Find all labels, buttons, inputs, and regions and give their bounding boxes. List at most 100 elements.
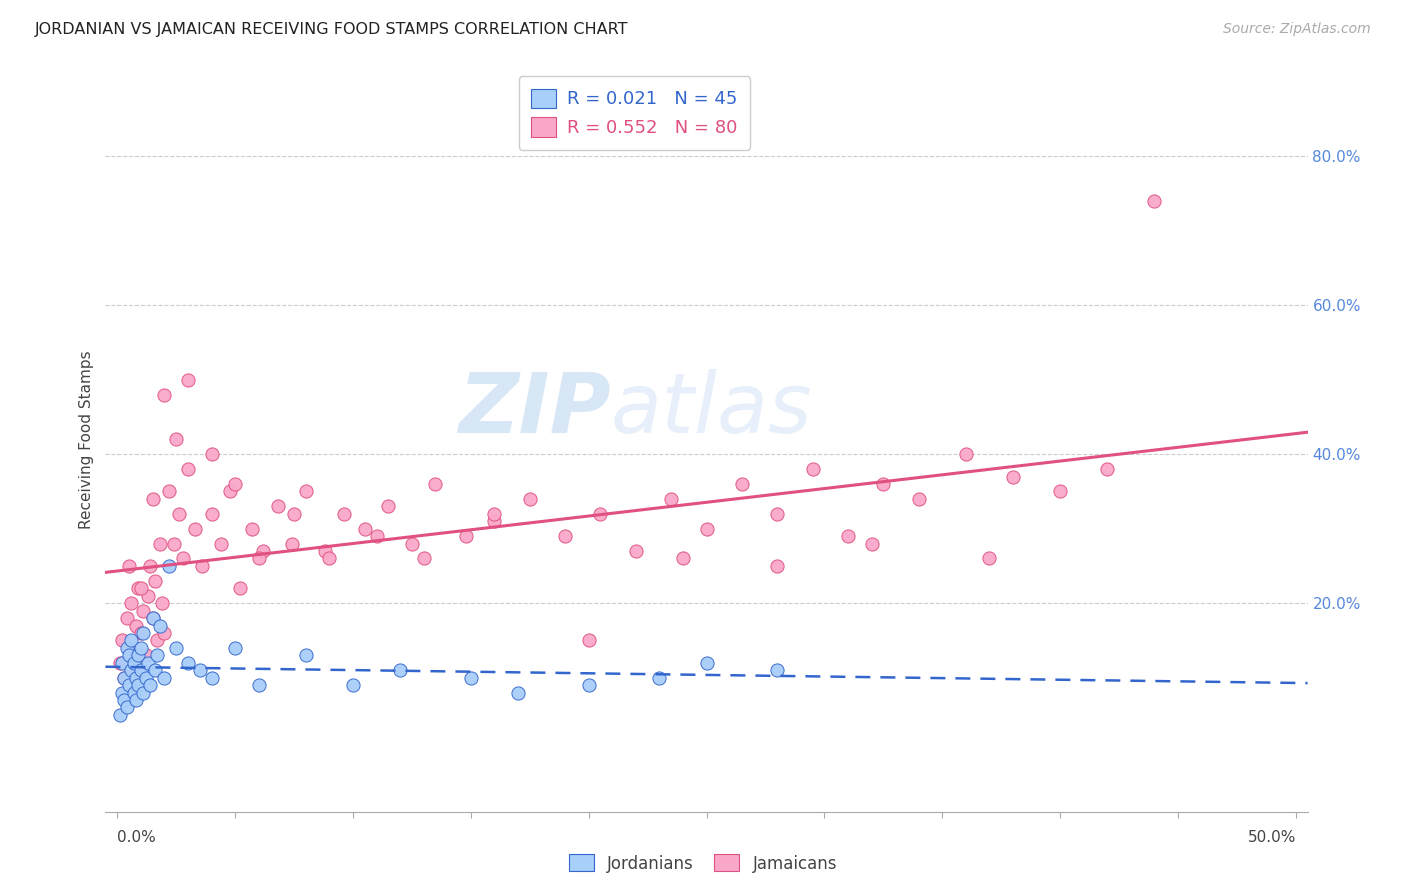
Point <box>165 640 187 655</box>
Point <box>860 536 883 550</box>
Point <box>115 640 138 655</box>
Point <box>122 656 145 670</box>
Point <box>589 507 612 521</box>
Point <box>314 544 336 558</box>
Point <box>219 484 242 499</box>
Point <box>247 551 270 566</box>
Point <box>412 551 434 566</box>
Point <box>153 626 176 640</box>
Point <box>108 707 131 722</box>
Point <box>200 671 222 685</box>
Point <box>177 373 200 387</box>
Point <box>696 522 718 536</box>
Point <box>172 551 194 566</box>
Point <box>163 536 186 550</box>
Point <box>112 693 135 707</box>
Point <box>1001 469 1024 483</box>
Point <box>280 536 302 550</box>
Point <box>506 685 529 699</box>
Point <box>342 678 364 692</box>
Point <box>266 500 288 514</box>
Point <box>578 678 600 692</box>
Point <box>979 551 1001 566</box>
Point <box>111 685 134 699</box>
Text: JORDANIAN VS JAMAICAN RECEIVING FOOD STAMPS CORRELATION CHART: JORDANIAN VS JAMAICAN RECEIVING FOOD STA… <box>35 22 628 37</box>
Point <box>188 663 211 677</box>
Point <box>1049 484 1071 499</box>
Point <box>165 433 187 447</box>
Point <box>139 678 162 692</box>
Point <box>136 656 159 670</box>
Point <box>132 604 155 618</box>
Point <box>149 536 172 550</box>
Point <box>484 507 506 521</box>
Point <box>696 656 718 670</box>
Point <box>135 671 157 685</box>
Text: Source: ZipAtlas.com: Source: ZipAtlas.com <box>1223 22 1371 37</box>
Point <box>118 648 141 663</box>
Point <box>200 447 222 461</box>
Point <box>157 484 180 499</box>
Point <box>955 447 977 461</box>
Point <box>167 507 190 521</box>
Point <box>872 477 894 491</box>
Y-axis label: Receiving Food Stamps: Receiving Food Stamps <box>79 350 94 529</box>
Point <box>136 589 159 603</box>
Point <box>157 558 180 573</box>
Point <box>659 491 682 506</box>
Point <box>146 648 169 663</box>
Point <box>907 491 929 506</box>
Point <box>153 387 176 401</box>
Point <box>129 663 152 677</box>
Point <box>672 551 695 566</box>
Point <box>200 507 222 521</box>
Point <box>184 522 207 536</box>
Point <box>132 685 155 699</box>
Point <box>801 462 824 476</box>
Point <box>108 656 131 670</box>
Point <box>135 648 157 663</box>
Point <box>295 648 318 663</box>
Point <box>401 536 423 550</box>
Point <box>353 522 375 536</box>
Point <box>112 671 135 685</box>
Point <box>766 507 789 521</box>
Point <box>484 514 506 528</box>
Point <box>389 663 412 677</box>
Point <box>766 558 789 573</box>
Point <box>115 611 138 625</box>
Point <box>122 685 145 699</box>
Point <box>118 678 141 692</box>
Point <box>766 663 789 677</box>
Point <box>111 656 134 670</box>
Point <box>118 640 141 655</box>
Point <box>127 582 149 596</box>
Point <box>460 671 482 685</box>
Point <box>224 640 246 655</box>
Point <box>149 618 172 632</box>
Legend: R = 0.021   N = 45, R = 0.552   N = 80: R = 0.021 N = 45, R = 0.552 N = 80 <box>519 76 751 150</box>
Point <box>120 663 142 677</box>
Point <box>177 656 200 670</box>
Point <box>125 618 148 632</box>
Point <box>554 529 576 543</box>
Text: 50.0%: 50.0% <box>1247 830 1296 846</box>
Point <box>209 536 232 550</box>
Point <box>252 544 274 558</box>
Legend: Jordanians, Jamaicans: Jordanians, Jamaicans <box>562 847 844 880</box>
Point <box>125 671 148 685</box>
Point <box>456 529 478 543</box>
Point <box>146 633 169 648</box>
Point <box>118 558 141 573</box>
Point <box>132 626 155 640</box>
Point <box>143 574 166 588</box>
Point <box>143 663 166 677</box>
Point <box>122 663 145 677</box>
Point <box>129 640 152 655</box>
Point <box>240 522 263 536</box>
Point <box>150 596 173 610</box>
Point <box>624 544 647 558</box>
Text: ZIP: ZIP <box>458 369 610 450</box>
Point <box>377 500 399 514</box>
Point <box>318 551 340 566</box>
